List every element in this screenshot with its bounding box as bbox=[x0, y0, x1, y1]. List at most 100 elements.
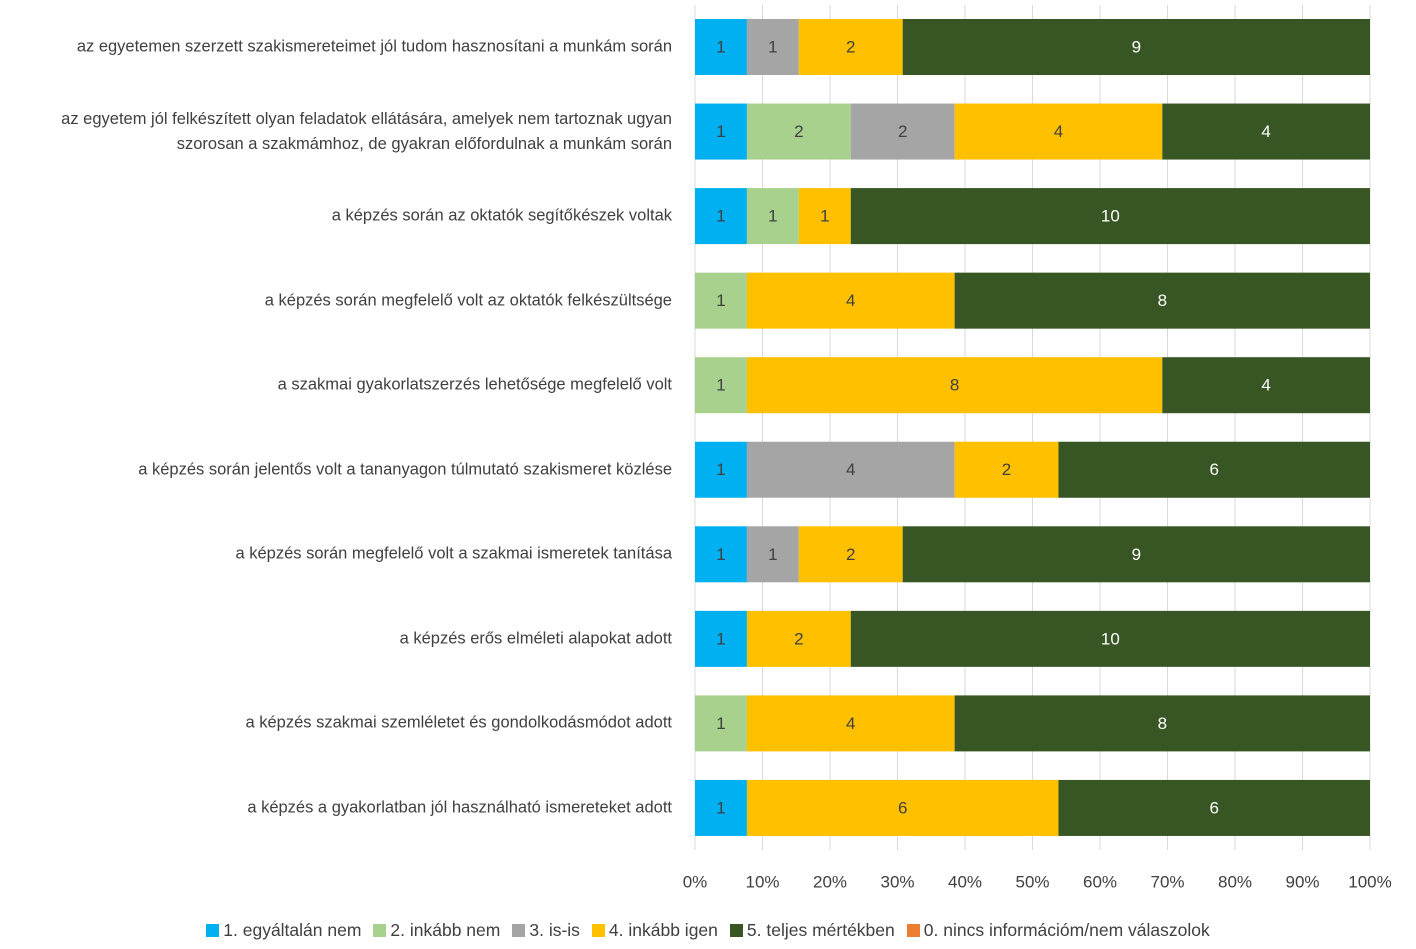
x-tick-label: 40% bbox=[948, 872, 982, 891]
data-label: 4 bbox=[1054, 122, 1063, 141]
bar-segment bbox=[902, 526, 1370, 583]
data-label: 6 bbox=[1209, 460, 1218, 479]
data-label: 1 bbox=[716, 291, 725, 310]
legend: 1. egyáltalán nem 2. inkább nem 3. is-is 4.… bbox=[0, 920, 1416, 941]
legend-item: 2. inkább nem bbox=[373, 920, 500, 941]
x-tick-label: 70% bbox=[1150, 872, 1184, 891]
legend-item: 0. nincs információm/nem válaszolok bbox=[906, 920, 1210, 941]
category-label: a képzés során megfelelő volt az oktatók… bbox=[264, 291, 672, 310]
data-label: 9 bbox=[1132, 37, 1141, 56]
data-label: 2 bbox=[794, 629, 803, 648]
data-label: 1 bbox=[716, 798, 725, 817]
x-tick-label: 80% bbox=[1218, 872, 1252, 891]
bar-segment bbox=[746, 19, 799, 75]
data-label: 1 bbox=[716, 207, 725, 226]
bar-segment bbox=[695, 779, 747, 836]
x-tick-label: 10% bbox=[745, 872, 779, 891]
data-label: 2 bbox=[846, 545, 855, 564]
x-tick-label: 90% bbox=[1285, 872, 1319, 891]
x-tick-label: 100% bbox=[1348, 872, 1391, 891]
data-label: 1 bbox=[768, 207, 777, 226]
data-label: 6 bbox=[898, 798, 907, 817]
bar-segment bbox=[1058, 779, 1370, 836]
bar-segment bbox=[1162, 103, 1370, 160]
data-label: 4 bbox=[1261, 376, 1270, 395]
category-label: az egyetemen szerzett szakismereteimet j… bbox=[76, 37, 672, 56]
data-label: 8 bbox=[950, 376, 959, 395]
bar-segment bbox=[695, 19, 747, 75]
legend-label: 0. nincs információm/nem válaszolok bbox=[923, 920, 1210, 940]
bar-segment bbox=[850, 103, 955, 160]
data-label: 1 bbox=[820, 207, 829, 226]
data-label: 1 bbox=[768, 37, 777, 56]
bar-segment bbox=[695, 441, 747, 498]
data-label: 2 bbox=[846, 37, 855, 56]
data-label: 4 bbox=[1261, 122, 1270, 141]
data-label: 1 bbox=[716, 376, 725, 395]
legend-swatch bbox=[206, 924, 220, 937]
bar-segment bbox=[695, 357, 747, 414]
data-label: 1 bbox=[716, 37, 725, 56]
bars bbox=[695, 19, 1370, 836]
category-label: a képzés során megfelelő volt a szakmai … bbox=[235, 544, 672, 563]
legend-swatch bbox=[906, 924, 920, 937]
data-label: 4 bbox=[846, 291, 855, 310]
bar-segment bbox=[798, 19, 903, 75]
bar-segment bbox=[1058, 441, 1370, 498]
bar-segment bbox=[746, 357, 1163, 414]
bar-segment bbox=[695, 272, 747, 329]
data-label: 1 bbox=[716, 545, 725, 564]
x-tick-label: 0% bbox=[683, 872, 708, 891]
legend-label: 5. teljes mértékben bbox=[746, 920, 895, 940]
legend-item: 3. is-is bbox=[512, 920, 580, 941]
bar-segment bbox=[954, 103, 1163, 160]
bar-segment bbox=[695, 188, 747, 245]
legend-item: 5. teljes mértékben bbox=[729, 920, 895, 941]
bar-segment bbox=[850, 610, 1370, 667]
data-label: 1 bbox=[716, 122, 725, 141]
bar-segment bbox=[798, 526, 903, 583]
category-label: a képzés a gyakorlatban jól használható … bbox=[247, 798, 672, 817]
bar-segment bbox=[746, 188, 799, 245]
legend-swatch bbox=[512, 924, 526, 937]
bar-segment bbox=[746, 272, 955, 329]
legend-swatch bbox=[591, 924, 605, 937]
legend-label: 4. inkább igen bbox=[608, 920, 718, 940]
legend-swatch bbox=[729, 924, 743, 937]
data-label: 10 bbox=[1101, 207, 1120, 226]
x-tick-label: 60% bbox=[1083, 872, 1117, 891]
legend-label: 1. egyáltalán nem bbox=[223, 920, 362, 940]
bar-segment bbox=[746, 103, 851, 160]
data-label: 2 bbox=[794, 122, 803, 141]
data-label: 1 bbox=[716, 714, 725, 733]
bar-segment bbox=[954, 441, 1059, 498]
data-label: 1 bbox=[716, 629, 725, 648]
bar-segment bbox=[954, 695, 1370, 752]
data-label: 10 bbox=[1101, 629, 1120, 648]
x-tick-label: 20% bbox=[813, 872, 847, 891]
category-label: a képzés során az oktatók segítőkészek v… bbox=[331, 206, 672, 225]
bar-segment bbox=[695, 695, 747, 752]
bar-segment bbox=[695, 610, 747, 667]
data-label: 6 bbox=[1209, 798, 1218, 817]
bar-segment bbox=[746, 695, 955, 752]
bar-segment bbox=[695, 526, 747, 583]
bar-segment bbox=[850, 188, 1370, 245]
data-label: 2 bbox=[898, 122, 907, 141]
category-label: a képzés szakmai szemléletet és gondolko… bbox=[245, 713, 673, 732]
category-label: a képzés erős elméleti alapokat adott bbox=[399, 629, 672, 648]
bar-segment bbox=[746, 779, 1059, 836]
bar-segment bbox=[902, 19, 1370, 75]
data-label: 4 bbox=[846, 714, 855, 733]
data-label: 1 bbox=[716, 460, 725, 479]
legend-item: 4. inkább igen bbox=[591, 920, 718, 941]
bar-segment bbox=[746, 610, 851, 667]
bar-segment bbox=[746, 441, 955, 498]
bar-segment bbox=[954, 272, 1370, 329]
legend-swatch bbox=[373, 924, 387, 937]
data-label: 8 bbox=[1158, 291, 1167, 310]
data-label: 9 bbox=[1132, 545, 1141, 564]
legend-label: 3. is-is bbox=[529, 920, 580, 940]
